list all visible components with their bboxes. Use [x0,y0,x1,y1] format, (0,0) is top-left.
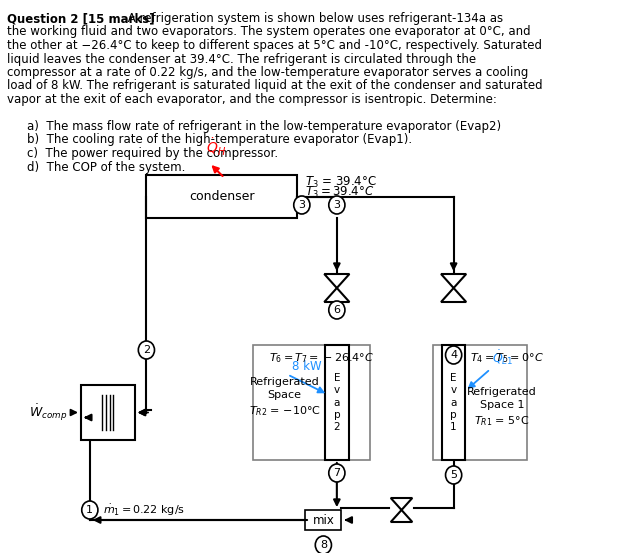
Text: $T_3 = 39.4°C$: $T_3 = 39.4°C$ [305,185,375,200]
Circle shape [446,346,462,364]
Text: $\dot{Q}_{L1}$: $\dot{Q}_{L1}$ [493,348,514,367]
Text: $T_4 = T_5 = 0°C$: $T_4 = T_5 = 0°C$ [470,351,544,365]
Text: c)  The power required by the compressor.: c) The power required by the compressor. [27,147,278,160]
Text: $T_6 = T_7 = -26.4°C$: $T_6 = T_7 = -26.4°C$ [269,351,375,365]
FancyBboxPatch shape [442,345,465,460]
Text: 5: 5 [450,470,457,480]
Text: d)  The COP of the system.: d) The COP of the system. [27,160,185,174]
Circle shape [329,301,345,319]
Polygon shape [391,498,412,510]
FancyBboxPatch shape [325,345,349,460]
FancyBboxPatch shape [253,345,370,460]
Text: 3: 3 [298,200,305,210]
Circle shape [82,501,98,519]
Polygon shape [441,288,466,302]
FancyBboxPatch shape [305,510,341,530]
Text: 3: 3 [333,200,341,210]
Polygon shape [391,510,412,522]
Circle shape [446,466,462,484]
Text: a)  The mass flow rate of refrigerant in the low-temperature evaporator (Evap2): a) The mass flow rate of refrigerant in … [27,120,501,133]
Text: 8 kW: 8 kW [292,359,321,373]
Text: the working fluid and two evaporators. The system operates one evaporator at 0°C: the working fluid and two evaporators. T… [7,25,531,39]
Text: Question 2 [15 marks]: Question 2 [15 marks] [7,12,155,25]
Text: E
v
a
p
1: E v a p 1 [451,373,457,432]
Text: liquid leaves the condenser at 39.4°C. The refrigerant is circulated through the: liquid leaves the condenser at 39.4°C. T… [7,53,476,65]
FancyBboxPatch shape [146,175,297,218]
Text: $\dot{m}_1 = 0.22$ kg/s: $\dot{m}_1 = 0.22$ kg/s [103,502,185,518]
Text: $T_3$ = 39.4°C: $T_3$ = 39.4°C [305,174,377,190]
Text: Refrigerated
Space
$T_{R2}$ = −10°C: Refrigerated Space $T_{R2}$ = −10°C [248,377,321,418]
Text: vapor at the exit of each evaporator, and the compressor is isentropic. Determin: vapor at the exit of each evaporator, an… [7,93,497,106]
Polygon shape [324,274,349,288]
Text: A refrigeration system is shown below uses refrigerant-134a as: A refrigeration system is shown below us… [124,12,503,25]
Text: $\dot{W}_{comp}$: $\dot{W}_{comp}$ [29,402,67,423]
Text: 2: 2 [143,345,150,355]
Text: the other at −26.4°C to keep to different spaces at 5°C and -10°C, respectively.: the other at −26.4°C to keep to differen… [7,39,542,52]
Polygon shape [324,288,349,302]
Circle shape [138,341,154,359]
Text: compressor at a rate of 0.22 kg/s, and the low-temperature evaporator serves a c: compressor at a rate of 0.22 kg/s, and t… [7,66,528,79]
FancyBboxPatch shape [433,345,527,460]
Text: load of 8 kW. The refrigerant is saturated liquid at the exit of the condenser a: load of 8 kW. The refrigerant is saturat… [7,80,543,92]
Text: $\dot{Q}_H$: $\dot{Q}_H$ [206,137,227,158]
Text: E
v
a
p
2: E v a p 2 [334,373,340,432]
Text: 1: 1 [87,505,93,515]
Circle shape [329,196,345,214]
Circle shape [294,196,310,214]
Text: condenser: condenser [189,190,255,203]
Text: b)  The cooling rate of the high-temperature evaporator (Evap1).: b) The cooling rate of the high-temperat… [27,133,412,147]
Text: mix: mix [313,514,334,526]
Text: 6: 6 [333,305,341,315]
Circle shape [329,464,345,482]
Polygon shape [441,274,466,288]
FancyBboxPatch shape [81,385,135,440]
Circle shape [315,536,331,553]
Text: 7: 7 [333,468,341,478]
Text: 8: 8 [320,540,327,550]
Text: Refrigerated
Space 1
$T_{R1}$ = 5°C: Refrigerated Space 1 $T_{R1}$ = 5°C [467,387,537,428]
Text: 4: 4 [450,350,457,360]
